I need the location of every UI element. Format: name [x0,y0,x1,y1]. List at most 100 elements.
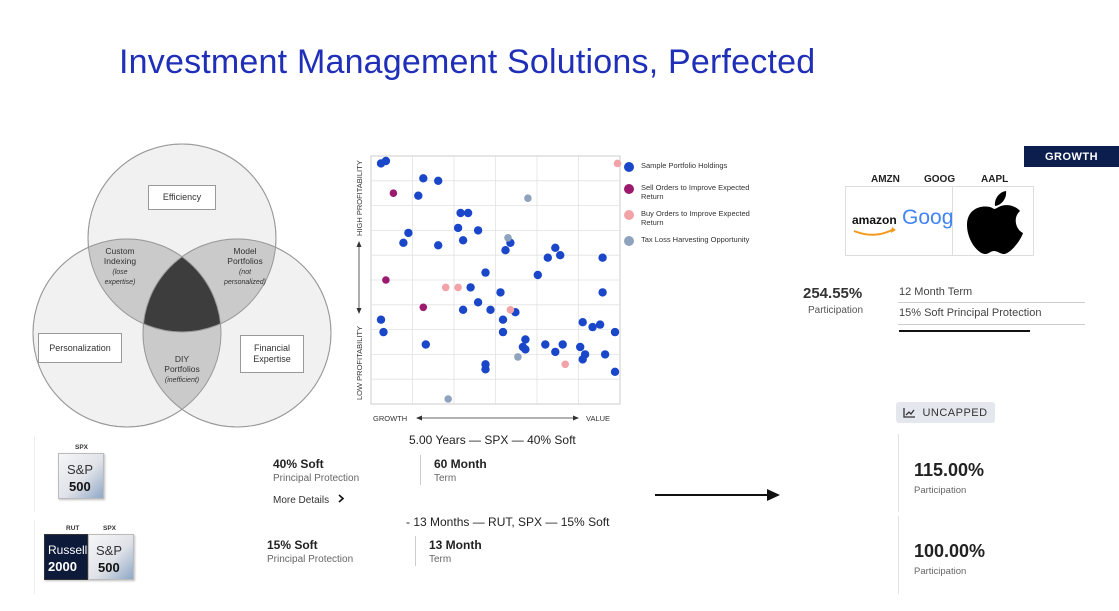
scatter-point [551,243,560,252]
x-axis-label-left: GROWTH [373,414,407,423]
scatter-point [463,208,473,218]
arrow-right-icon [655,489,780,501]
venn-expertise-box: Financial Expertise [240,335,304,373]
scatter-point [496,288,505,297]
ticker-amzn: AMZN [871,174,900,185]
product1-protection-label: Principal Protection [273,473,360,484]
product1-protection-value: 40% Soft [273,457,324,471]
product2-term-value: 13 Month [429,538,482,552]
uncapped-label: UNCAPPED [922,406,988,419]
venn-diy-portfolios: DIY Portfolios (inefficient) [164,354,200,384]
scatter-point [598,288,607,297]
scatter-point [376,315,386,324]
product2-ticker-spx: SPX [103,525,117,532]
scatter-point [473,298,483,307]
venn-personalization-box: Personalization [38,333,122,363]
venn-model-portfolios: Model Portfolios (not personalized) [223,246,267,286]
product2-ticker-rut: RUT [66,525,80,532]
scatter-point [498,327,508,337]
legend-dot-icon [624,162,634,172]
scatter-point [521,345,530,354]
legend-dot-icon [624,236,634,246]
russell2000-logo: Russell 2000 [44,534,88,580]
scatter-point [543,253,552,262]
stock-participation-value: 254.55% [803,285,863,302]
google-logo-text: Goog [902,206,954,229]
scatter-point [486,305,495,314]
venn-personalization-label: Personalization [49,342,111,353]
scatter-point [600,350,610,359]
product1-header: 5.00 Years — SPX — 40% Soft [409,433,576,447]
product2-header: - 13 Months — RUT, SPX — 15% Soft [406,515,610,529]
divider-vertical [898,434,899,512]
divider-vertical [34,436,35,512]
legend-dot-icon [624,210,634,220]
divider [898,324,1085,325]
scatter-point [514,353,522,361]
scatter-point [481,365,490,374]
venn-diagram: Efficiency Personalization Financial Exp… [30,143,335,433]
scatter-point [504,234,512,242]
apple-icon [967,191,1023,255]
scatter-point [466,283,475,292]
scatter-point [588,322,597,332]
scatter-point [613,159,622,168]
product2-term-label: Term [429,554,452,565]
divider-vertical [415,536,416,566]
page-title: Investment Management Solutions, Perfect… [119,43,816,81]
scatter-point [578,318,587,327]
growth-badge: GROWTH [1024,146,1119,167]
ticker-aapl: AAPL [981,174,1009,185]
product2-participation-value: 100.00% [914,541,986,561]
legend-dot-icon [624,184,634,194]
y-axis-arrow-up [356,241,362,247]
scatter-point [419,303,428,312]
venn-efficiency-label: Efficiency [162,192,202,203]
scatter-point [610,367,620,376]
scatter-point [458,305,468,314]
scatter-point [414,191,423,200]
y-axis-arrow-down [356,308,362,314]
product1-term-value: 60 Month [434,457,487,471]
product2-protection-value: 15% Soft [267,538,318,552]
legend-item-tax: Tax Loss Harvesting Opportunity [624,235,749,246]
amazon-smile-icon [853,227,896,236]
scatter-point [558,340,567,349]
scatter-point [561,360,569,369]
legend-item-buy: Buy Orders to Improve Expected Return [624,209,759,227]
product1-participation-value: 115.00% [914,460,985,480]
scatter-point [556,251,565,260]
x-axis-arrow-right [573,415,579,421]
x-axis-label-right: VALUE [586,414,610,423]
google-logo: Goog [899,186,957,256]
sp500-logo: S&P 500 [88,534,134,580]
scatter-point [399,238,408,247]
chevron-right-icon [338,494,345,503]
scatter-point [454,283,462,292]
scatter-point [456,208,465,218]
scatter-chart: HIGH PROFITABILITY LOW PROFITABILITY GRO… [355,155,622,423]
x-axis-arrow-left [416,415,422,421]
divider-vertical [898,516,899,594]
legend-item-holdings: Sample Portfolio Holdings [624,161,727,172]
venn-expertise-label-1: Financial [253,343,291,354]
scatter-point [379,327,388,337]
y-axis-label-top: HIGH PROFITABILITY [355,160,364,236]
sp500-logo: S&P 500 [58,453,104,499]
scatter-point [506,306,515,314]
venn-svg [32,143,332,428]
stock-protection: 15% Soft Principal Protection [899,307,1042,319]
scatter-point [498,315,508,324]
divider-vertical [34,520,35,594]
scatter-point [404,228,413,238]
more-details-link[interactable]: More Details [273,494,345,506]
scatter-point [576,342,585,352]
divider-bold [899,330,1030,332]
scatter-point [501,246,510,255]
y-axis-label-bottom: LOW PROFITABILITY [355,326,364,400]
divider [898,302,1085,303]
scatter-point [389,189,398,197]
venn-custom-indexing: Custom Indexing (lose expertise) [103,246,137,286]
uncapped-badge: UNCAPPED [896,402,995,423]
chart-grid [370,155,621,405]
